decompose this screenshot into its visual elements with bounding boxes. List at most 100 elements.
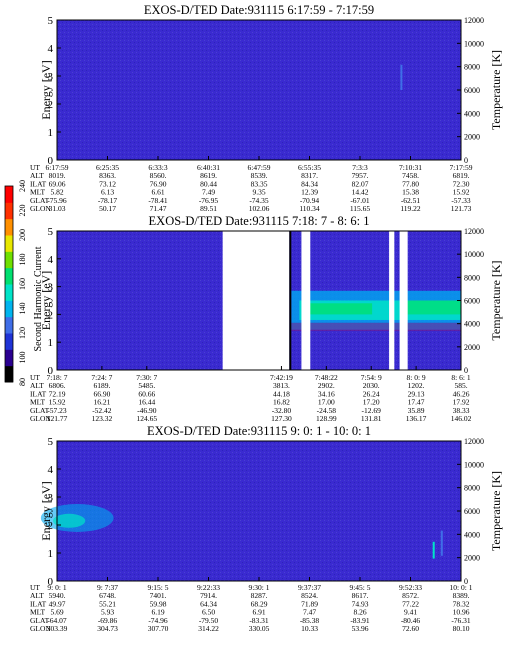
row-label: ALT — [30, 171, 44, 180]
y-tick-label: 2 — [48, 99, 54, 111]
colorbar-segment — [5, 202, 13, 220]
row-label: UT — [30, 163, 40, 172]
table-cell: 84.34 — [301, 179, 318, 188]
band-peak — [307, 303, 373, 315]
table-cell: 7:30: 7 — [136, 373, 157, 382]
y-right-axis-label: Temperature [K] — [489, 50, 503, 130]
chart-title: EXOS-D/TED Date:931115 9: 0: 1 - 10: 0: … — [147, 424, 371, 438]
y-tick-label: 5 — [48, 226, 54, 238]
low-energy-core — [52, 513, 86, 528]
table-cell: -79.50 — [199, 616, 219, 625]
y-axis-label: Energy [eV] — [39, 481, 53, 540]
table-cell: -57.33 — [451, 196, 471, 205]
table-cell: 8287. — [251, 591, 268, 600]
table-cell: 7:18: 7 — [46, 373, 67, 382]
colorbar-tick-label: 200 — [18, 229, 27, 241]
table-cell: 7458. — [402, 171, 419, 180]
table-cell: 89.51 — [200, 204, 217, 213]
y-right-tick-label: 12000 — [464, 16, 484, 25]
table-cell: 17.20 — [363, 398, 380, 407]
y-tick-label: 0 — [48, 365, 54, 377]
table-cell: 6:25:35 — [96, 163, 119, 172]
y-right-tick-label: 10000 — [464, 39, 484, 48]
table-cell: 72.60 — [402, 624, 419, 633]
spike-1 — [400, 64, 403, 90]
table-cell: 14.42 — [352, 188, 369, 197]
y-right-tick-label: 12000 — [464, 437, 484, 446]
row-label: UT — [30, 583, 40, 592]
y-right-tick-label: 2000 — [464, 133, 480, 142]
table-cell: 8619. — [200, 171, 217, 180]
table-cell: 6:47:59 — [248, 163, 271, 172]
table-cell: 7401. — [150, 591, 167, 600]
colorbar-tick-label: 100 — [18, 352, 27, 364]
table-cell: 9.41 — [404, 608, 417, 617]
table-cell: 77.22 — [402, 599, 419, 608]
table-cell: 78.32 — [453, 599, 470, 608]
table-cell: -46.90 — [137, 406, 157, 415]
table-cell: 72.30 — [453, 179, 470, 188]
table-cell: -85.38 — [300, 616, 320, 625]
data-gap-4 — [399, 231, 408, 370]
table-cell: 3813. — [273, 381, 290, 390]
table-cell: 102.06 — [249, 204, 270, 213]
table-cell: 16.21 — [93, 398, 110, 407]
table-cell: 307.70 — [148, 624, 169, 633]
colorbar-tick-label: 140 — [18, 303, 27, 315]
table-cell: 71.89 — [301, 599, 318, 608]
table-cell: 6.19 — [151, 608, 164, 617]
y-right-axis-label: Temperature [K] — [489, 260, 503, 340]
y-right-tick-label: 6000 — [464, 297, 480, 306]
table-cell: 9:15: 5 — [147, 583, 168, 592]
colorbar-tick-label: 80 — [18, 378, 27, 386]
table-cell: 8317. — [301, 171, 318, 180]
table-cell: 69.06 — [49, 179, 66, 188]
table-cell: 6748. — [99, 591, 116, 600]
table-cell: 38.33 — [453, 406, 470, 415]
panel-2: EXOS-D/TED Date:931115 7:18: 7 - 8: 6: 1… — [30, 214, 503, 423]
table-cell: 128.99 — [316, 414, 337, 423]
table-cell: 6:40:31 — [197, 163, 220, 172]
row-label: GLAT — [30, 616, 50, 625]
table-cell: 303.39 — [47, 624, 68, 633]
table-cell: 83.35 — [251, 179, 268, 188]
colorbar-segment — [5, 365, 13, 383]
table-cell: -78.17 — [98, 196, 118, 205]
table-cell: 7:17:59 — [450, 163, 473, 172]
panel-3: EXOS-D/TED Date:931115 9: 0: 1 - 10: 0: … — [30, 424, 503, 633]
row-label: ILAT — [30, 389, 47, 398]
table-cell: -76.95 — [199, 196, 219, 205]
band-peak-2 — [404, 300, 461, 315]
table-cell: -67.01 — [350, 196, 370, 205]
table-cell: 77.80 — [402, 179, 419, 188]
y-right-tick-label: 4000 — [464, 530, 480, 539]
table-cell: -52.42 — [92, 406, 112, 415]
table-cell: 68.29 — [251, 599, 268, 608]
y-tick-label: 1 — [48, 337, 54, 349]
y-tick-label: 4 — [48, 254, 54, 266]
table-cell: 8: 0: 9 — [407, 373, 426, 382]
table-cell: -83.31 — [249, 616, 269, 625]
colorbar-segment — [5, 316, 13, 334]
table-cell: 123.32 — [92, 414, 113, 423]
colorbar-segment — [5, 267, 13, 285]
y-right-tick-label: 6000 — [464, 86, 480, 95]
y-right-tick-label: 8000 — [464, 273, 480, 282]
table-cell: 136.17 — [406, 414, 427, 423]
table-cell: -74.96 — [148, 616, 168, 625]
row-label: GLON — [30, 414, 51, 423]
y-right-tick-label: 4000 — [464, 320, 480, 329]
table-cell: 16.82 — [273, 398, 290, 407]
table-cell: 7.47 — [303, 608, 316, 617]
table-cell: -69.86 — [98, 616, 118, 625]
y-tick-label: 3 — [48, 492, 54, 504]
table-cell: 9:37:37 — [298, 583, 321, 592]
table-cell: -70.94 — [300, 196, 320, 205]
table-cell: -74.35 — [249, 196, 269, 205]
y-right-tick-label: 10000 — [464, 250, 484, 259]
colorbar-tick-label: 120 — [18, 327, 27, 339]
table-cell: -62.51 — [401, 196, 421, 205]
table-cell: 6.91 — [252, 608, 265, 617]
table-cell: 66.90 — [93, 389, 110, 398]
table-cell: 5.93 — [101, 608, 114, 617]
